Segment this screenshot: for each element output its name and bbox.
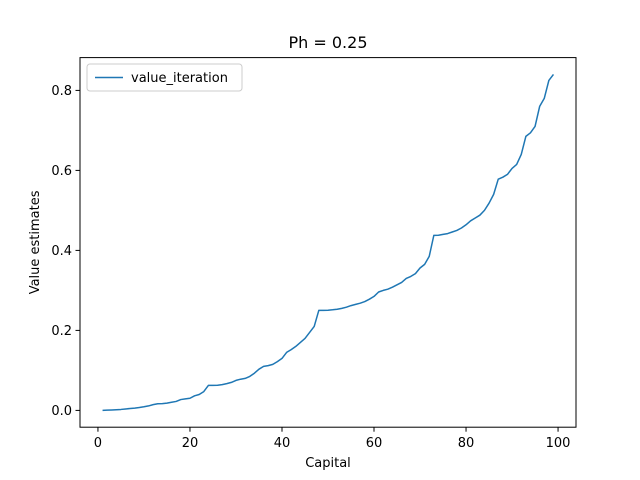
y-tick-label: 0.0 [51, 404, 72, 419]
legend-label-value-iteration: value_iteration [131, 71, 228, 86]
y-tick-label: 0.4 [51, 244, 72, 259]
x-tick-label: 60 [366, 436, 383, 451]
legend: value_iteration [86, 63, 243, 92]
y-axis-label: Value estimates [28, 190, 43, 294]
y-tick-label: 0.2 [51, 324, 72, 339]
plot-area-frame [79, 57, 577, 428]
x-tick-label: 100 [546, 436, 571, 451]
x-tick-label: 40 [274, 436, 291, 451]
x-tick-label: 0 [94, 436, 102, 451]
x-tick-label: 80 [458, 436, 475, 451]
legend-box [86, 63, 243, 92]
chart-title: Ph = 0.25 [289, 33, 368, 52]
x-axis-label: Capital [305, 456, 351, 471]
x-tick-label: 20 [182, 436, 199, 451]
y-tick-label: 0.8 [51, 84, 72, 99]
series-line-value-iteration [102, 73, 555, 412]
y-tick-label: 0.6 [51, 164, 72, 179]
